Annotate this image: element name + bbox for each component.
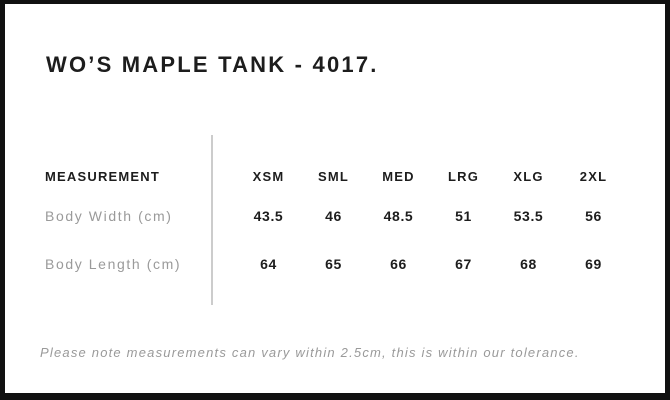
- body-length-value-med: 66: [390, 256, 407, 272]
- body-length-value-lrg: 67: [455, 256, 472, 272]
- size-column-header-sml: SML: [317, 168, 350, 184]
- size-column-header-med: MED: [382, 168, 415, 184]
- column-divider: [211, 135, 213, 305]
- body-width-value-sml: 46: [325, 208, 342, 224]
- size-column-header-xlg: XLG: [513, 168, 544, 184]
- measurement-header: MEASUREMENT: [45, 168, 161, 184]
- size-column-header-xsm: XSM: [252, 168, 285, 184]
- body-width-value-xlg: 53.5: [513, 208, 544, 224]
- row-label-body-length: Body Length (cm): [45, 256, 182, 272]
- body-width-value-med: 48.5: [383, 208, 414, 224]
- body-width-value-xsm: 43.5: [253, 208, 284, 224]
- body-width-value-lrg: 51: [455, 208, 472, 224]
- product-title: WO’S MAPLE TANK - 4017.: [46, 52, 379, 77]
- body-length-value-2xl: 69: [585, 256, 602, 272]
- body-length-value-sml: 65: [325, 256, 342, 272]
- table-header-row: MEASUREMENT XSM SML MED LRG XLG 2XL: [45, 165, 626, 187]
- row-label-body-width: Body Width (cm): [45, 208, 173, 224]
- size-column-header-lrg: LRG: [447, 168, 480, 184]
- size-column-header-2xl: 2XL: [579, 168, 608, 184]
- tolerance-note: Please note measurements can vary within…: [40, 345, 580, 360]
- table-row-body-width: Body Width (cm) 43.5 46 48.5 51 53.5 56: [45, 205, 626, 227]
- body-length-value-xlg: 68: [520, 256, 537, 272]
- table-row-body-length: Body Length (cm) 64 65 66 67 68 69: [45, 253, 626, 275]
- body-width-value-2xl: 56: [585, 208, 602, 224]
- body-length-value-xsm: 64: [260, 256, 277, 272]
